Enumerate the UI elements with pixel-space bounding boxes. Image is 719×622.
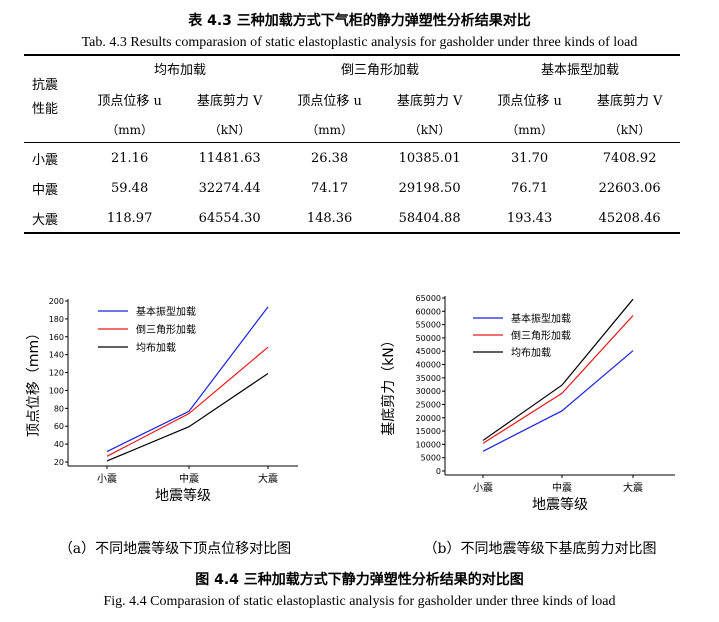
unit-label: （kN） xyxy=(408,122,451,137)
legend-label: 基本振型加载 xyxy=(136,305,196,318)
table-row: 中震 59.48 32274.44 74.17 29198.50 76.71 2… xyxy=(24,173,680,203)
legend-label: 均布加载 xyxy=(511,347,551,359)
y-tick-label: 65000 xyxy=(416,294,441,303)
table-cell: 58404.88 xyxy=(398,210,461,226)
column-header: 基底剪力 V xyxy=(596,93,663,109)
table-mid-rule xyxy=(24,142,680,143)
y-tick-label: 25000 xyxy=(416,400,441,409)
table-row: 小震 21.16 11481.63 26.38 10385.01 31.70 7… xyxy=(24,143,680,173)
subcaption-b: （b）不同地震等级下基底剪力对比图 xyxy=(423,541,657,557)
y-tick-label: 120 xyxy=(49,369,64,378)
row-label: 小震 xyxy=(32,152,59,168)
unit-label: （kN） xyxy=(208,122,251,137)
row-label: 大震 xyxy=(32,212,59,228)
table-cell: 7408.92 xyxy=(602,150,657,166)
y-tick-label: 180 xyxy=(49,315,64,324)
table-cell: 59.48 xyxy=(111,180,149,196)
y-tick-label: 45000 xyxy=(416,347,441,356)
y-tick-label: 80 xyxy=(54,404,64,413)
table-title-en: Tab. 4.3 Results comparasion of static e… xyxy=(81,35,638,50)
series-line xyxy=(106,372,269,462)
y-axis-label: 基底剪力（kN） xyxy=(380,333,397,436)
y-tick-label: 60000 xyxy=(416,307,441,316)
x-tick-label: 中震 xyxy=(179,472,199,485)
table-cell: 22603.06 xyxy=(598,180,661,196)
y-tick-label: 160 xyxy=(49,333,64,342)
figure-title-cn: 图 4.4 三种加载方式下静力弹塑性分析结果的对比图 xyxy=(195,572,524,588)
y-tick-label: 20000 xyxy=(416,414,441,423)
y-tick-label: 60 xyxy=(54,422,64,431)
y-tick-label: 40 xyxy=(54,440,64,449)
unit-label: （mm） xyxy=(306,122,353,137)
y-tick-label: 55000 xyxy=(416,321,441,330)
y-tick-label: 35000 xyxy=(416,374,441,383)
table-cell: 21.16 xyxy=(111,150,149,166)
table-top-rule xyxy=(24,54,680,56)
y-axis-label: 顶点位移（mm） xyxy=(26,326,42,437)
x-axis-label: 地震等级 xyxy=(532,496,588,513)
y-tick-label: 50000 xyxy=(416,334,441,343)
table-cell: 118.97 xyxy=(106,210,153,226)
x-tick-label: 大震 xyxy=(258,472,278,485)
table-cell: 193.43 xyxy=(506,210,553,226)
x-tick-label: 小震 xyxy=(473,482,493,494)
group-header: 倒三角形加载 xyxy=(340,62,419,78)
y-tick-label: 30000 xyxy=(416,387,441,396)
y-tick-label: 20 xyxy=(54,458,64,467)
column-header: 顶点位移 u xyxy=(297,93,362,109)
group-header: 基本振型加载 xyxy=(540,62,619,78)
legend-label: 倒三角形加载 xyxy=(136,324,196,336)
table-cell: 10385.01 xyxy=(398,150,461,166)
row-header: 抗震性能 xyxy=(32,78,59,117)
table-cell: 64554.30 xyxy=(198,210,261,226)
y-tick-label: 200 xyxy=(49,297,64,306)
table-cell: 11481.63 xyxy=(198,150,261,166)
unit-label: （mm） xyxy=(506,122,553,137)
subcaption-a: （a）不同地震等级下顶点位移对比图 xyxy=(58,541,292,557)
series-line xyxy=(482,298,634,441)
series-line xyxy=(106,306,269,453)
column-header: 顶点位移 u xyxy=(97,93,162,109)
y-tick-label: 100 xyxy=(49,386,64,395)
y-tick-label: 10000 xyxy=(416,440,441,449)
table-cell: 76.71 xyxy=(510,180,549,196)
x-axis-label: 地震等级 xyxy=(155,487,211,504)
table-cell: 32274.44 xyxy=(198,180,261,196)
x-tick-label: 大震 xyxy=(623,481,643,494)
unit-label: （kN） xyxy=(608,122,651,137)
table-bottom-rule xyxy=(24,232,680,234)
x-tick-label: 小震 xyxy=(97,473,117,485)
table-cell: 26.38 xyxy=(310,150,349,166)
column-header: 基底剪力 V xyxy=(196,93,263,109)
y-tick-label: 140 xyxy=(49,351,64,360)
series-line xyxy=(106,346,269,457)
y-tick-label: 40000 xyxy=(416,361,441,370)
table-cell: 148.36 xyxy=(306,210,353,226)
group-header: 均布加载 xyxy=(153,62,206,78)
column-header: 基底剪力 V xyxy=(396,93,463,109)
figure-title-en: Fig. 4.4 Comparasion of static elastopla… xyxy=(103,594,616,609)
y-tick-label: 5000 xyxy=(421,454,441,463)
y-tick-label: 15000 xyxy=(416,427,441,436)
table-row: 大震 118.97 64554.30 148.36 58404.88 193.4… xyxy=(24,203,680,233)
table-cell: 45208.46 xyxy=(598,210,661,226)
series-line xyxy=(482,315,634,444)
y-tick-label: 0 xyxy=(436,467,441,476)
table-cell: 31.70 xyxy=(510,150,549,166)
x-tick-label: 中震 xyxy=(552,481,572,494)
legend-label: 倒三角形加载 xyxy=(511,330,571,342)
row-label: 中震 xyxy=(32,182,59,198)
unit-label: （mm） xyxy=(106,122,153,137)
shear-chart: 6500060000550005000045000400003500030000… xyxy=(380,294,675,513)
legend-label: 均布加载 xyxy=(136,342,176,354)
series-line xyxy=(482,350,634,452)
table-cell: 74.17 xyxy=(310,180,349,196)
column-header: 顶点位移 u xyxy=(497,93,562,109)
results-table: 抗震性能 均布加载 倒三角形加载 基本振型加载 顶点位移 u 基底剪力 V 顶点… xyxy=(24,53,680,233)
table-cell: 29198.50 xyxy=(398,180,461,196)
table-title-cn: 表 4.3 三种加载方式下气柜的静力弹塑性分析结果对比 xyxy=(188,13,531,29)
legend-label: 基本振型加载 xyxy=(511,312,571,325)
